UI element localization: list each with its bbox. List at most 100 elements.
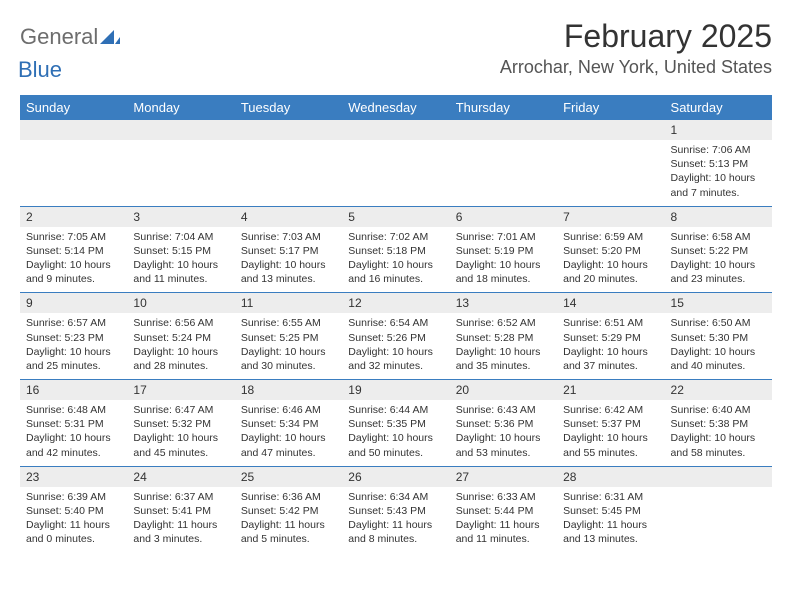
- sunrise-text: Sunrise: 7:04 AM: [133, 230, 228, 244]
- sunset-text: Sunset: 5:32 PM: [133, 417, 228, 431]
- sunrise-text: Sunrise: 6:52 AM: [456, 316, 551, 330]
- sunset-text: Sunset: 5:24 PM: [133, 331, 228, 345]
- calendar-day-cell: 18Sunrise: 6:46 AMSunset: 5:34 PMDayligh…: [235, 380, 342, 467]
- sunrise-text: Sunrise: 6:51 AM: [563, 316, 658, 330]
- logo: General Blue: [20, 18, 120, 83]
- day-number: 17: [127, 380, 234, 400]
- calendar-day-cell: 12Sunrise: 6:54 AMSunset: 5:26 PMDayligh…: [342, 293, 449, 380]
- day-details: Sunrise: 6:55 AMSunset: 5:25 PMDaylight:…: [235, 313, 342, 379]
- day-number: 1: [665, 120, 772, 140]
- calendar-day-cell: [665, 466, 772, 552]
- calendar-day-cell: [127, 120, 234, 206]
- day-details: Sunrise: 6:46 AMSunset: 5:34 PMDaylight:…: [235, 400, 342, 466]
- day-number: 8: [665, 207, 772, 227]
- weekday-header: Saturday: [665, 95, 772, 120]
- calendar-day-cell: 19Sunrise: 6:44 AMSunset: 5:35 PMDayligh…: [342, 380, 449, 467]
- daylight-text: Daylight: 11 hours and 13 minutes.: [563, 518, 658, 546]
- weekday-header: Thursday: [450, 95, 557, 120]
- day-number: 18: [235, 380, 342, 400]
- calendar-day-cell: 17Sunrise: 6:47 AMSunset: 5:32 PMDayligh…: [127, 380, 234, 467]
- sail-icon: [100, 28, 120, 49]
- daylight-text: Daylight: 10 hours and 47 minutes.: [241, 431, 336, 459]
- daylight-text: Daylight: 10 hours and 13 minutes.: [241, 258, 336, 286]
- calendar-day-cell: 26Sunrise: 6:34 AMSunset: 5:43 PMDayligh…: [342, 466, 449, 552]
- day-details: Sunrise: 6:50 AMSunset: 5:30 PMDaylight:…: [665, 313, 772, 379]
- calendar-body: 1Sunrise: 7:06 AMSunset: 5:13 PMDaylight…: [20, 120, 772, 552]
- sunset-text: Sunset: 5:37 PM: [563, 417, 658, 431]
- day-details: Sunrise: 6:54 AMSunset: 5:26 PMDaylight:…: [342, 313, 449, 379]
- month-title: February 2025: [500, 18, 772, 55]
- day-number: [20, 120, 127, 140]
- sunset-text: Sunset: 5:35 PM: [348, 417, 443, 431]
- daylight-text: Daylight: 10 hours and 32 minutes.: [348, 345, 443, 373]
- daylight-text: Daylight: 10 hours and 30 minutes.: [241, 345, 336, 373]
- day-number: [557, 120, 664, 140]
- day-number: 2: [20, 207, 127, 227]
- day-details: Sunrise: 6:51 AMSunset: 5:29 PMDaylight:…: [557, 313, 664, 379]
- sunset-text: Sunset: 5:29 PM: [563, 331, 658, 345]
- day-details: Sunrise: 7:06 AMSunset: 5:13 PMDaylight:…: [665, 140, 772, 206]
- day-number: 4: [235, 207, 342, 227]
- day-details: Sunrise: 6:39 AMSunset: 5:40 PMDaylight:…: [20, 487, 127, 553]
- day-details: Sunrise: 6:42 AMSunset: 5:37 PMDaylight:…: [557, 400, 664, 466]
- sunset-text: Sunset: 5:31 PM: [26, 417, 121, 431]
- day-number: 6: [450, 207, 557, 227]
- sunset-text: Sunset: 5:45 PM: [563, 504, 658, 518]
- calendar-day-cell: 13Sunrise: 6:52 AMSunset: 5:28 PMDayligh…: [450, 293, 557, 380]
- daylight-text: Daylight: 10 hours and 7 minutes.: [671, 171, 766, 199]
- daylight-text: Daylight: 10 hours and 28 minutes.: [133, 345, 228, 373]
- weekday-header: Friday: [557, 95, 664, 120]
- daylight-text: Daylight: 10 hours and 16 minutes.: [348, 258, 443, 286]
- location-text: Arrochar, New York, United States: [500, 57, 772, 78]
- calendar-day-cell: 23Sunrise: 6:39 AMSunset: 5:40 PMDayligh…: [20, 466, 127, 552]
- daylight-text: Daylight: 11 hours and 8 minutes.: [348, 518, 443, 546]
- calendar-table: Sunday Monday Tuesday Wednesday Thursday…: [20, 95, 772, 552]
- daylight-text: Daylight: 11 hours and 11 minutes.: [456, 518, 551, 546]
- day-number: 9: [20, 293, 127, 313]
- daylight-text: Daylight: 10 hours and 23 minutes.: [671, 258, 766, 286]
- day-number: 27: [450, 467, 557, 487]
- day-details: Sunrise: 7:04 AMSunset: 5:15 PMDaylight:…: [127, 227, 234, 293]
- sunrise-text: Sunrise: 6:50 AM: [671, 316, 766, 330]
- calendar-day-cell: [20, 120, 127, 206]
- calendar-day-cell: 6Sunrise: 7:01 AMSunset: 5:19 PMDaylight…: [450, 206, 557, 293]
- day-details: Sunrise: 7:05 AMSunset: 5:14 PMDaylight:…: [20, 227, 127, 293]
- day-number: 28: [557, 467, 664, 487]
- sunset-text: Sunset: 5:17 PM: [241, 244, 336, 258]
- logo-text-main: General: [20, 24, 98, 49]
- day-details: Sunrise: 6:36 AMSunset: 5:42 PMDaylight:…: [235, 487, 342, 553]
- day-details: Sunrise: 6:59 AMSunset: 5:20 PMDaylight:…: [557, 227, 664, 293]
- day-details: Sunrise: 6:31 AMSunset: 5:45 PMDaylight:…: [557, 487, 664, 553]
- calendar-day-cell: 11Sunrise: 6:55 AMSunset: 5:25 PMDayligh…: [235, 293, 342, 380]
- calendar-day-cell: [450, 120, 557, 206]
- sunrise-text: Sunrise: 6:58 AM: [671, 230, 766, 244]
- sunset-text: Sunset: 5:42 PM: [241, 504, 336, 518]
- sunrise-text: Sunrise: 6:59 AM: [563, 230, 658, 244]
- sunrise-text: Sunrise: 6:48 AM: [26, 403, 121, 417]
- sunrise-text: Sunrise: 6:39 AM: [26, 490, 121, 504]
- weekday-header: Monday: [127, 95, 234, 120]
- sunset-text: Sunset: 5:18 PM: [348, 244, 443, 258]
- sunset-text: Sunset: 5:19 PM: [456, 244, 551, 258]
- calendar-day-cell: 27Sunrise: 6:33 AMSunset: 5:44 PMDayligh…: [450, 466, 557, 552]
- calendar-page: General Blue February 2025 Arrochar, New…: [0, 0, 792, 552]
- sunset-text: Sunset: 5:40 PM: [26, 504, 121, 518]
- daylight-text: Daylight: 10 hours and 42 minutes.: [26, 431, 121, 459]
- calendar-week-row: 23Sunrise: 6:39 AMSunset: 5:40 PMDayligh…: [20, 466, 772, 552]
- day-details: Sunrise: 6:44 AMSunset: 5:35 PMDaylight:…: [342, 400, 449, 466]
- sunrise-text: Sunrise: 6:37 AM: [133, 490, 228, 504]
- calendar-day-cell: [342, 120, 449, 206]
- day-number: 25: [235, 467, 342, 487]
- calendar-day-cell: 9Sunrise: 6:57 AMSunset: 5:23 PMDaylight…: [20, 293, 127, 380]
- sunrise-text: Sunrise: 6:56 AM: [133, 316, 228, 330]
- day-details: Sunrise: 6:58 AMSunset: 5:22 PMDaylight:…: [665, 227, 772, 293]
- calendar-day-cell: 28Sunrise: 6:31 AMSunset: 5:45 PMDayligh…: [557, 466, 664, 552]
- daylight-text: Daylight: 10 hours and 45 minutes.: [133, 431, 228, 459]
- day-number: [450, 120, 557, 140]
- sunrise-text: Sunrise: 6:43 AM: [456, 403, 551, 417]
- calendar-day-cell: 5Sunrise: 7:02 AMSunset: 5:18 PMDaylight…: [342, 206, 449, 293]
- daylight-text: Daylight: 10 hours and 58 minutes.: [671, 431, 766, 459]
- daylight-text: Daylight: 10 hours and 20 minutes.: [563, 258, 658, 286]
- day-number: [235, 120, 342, 140]
- day-number: 3: [127, 207, 234, 227]
